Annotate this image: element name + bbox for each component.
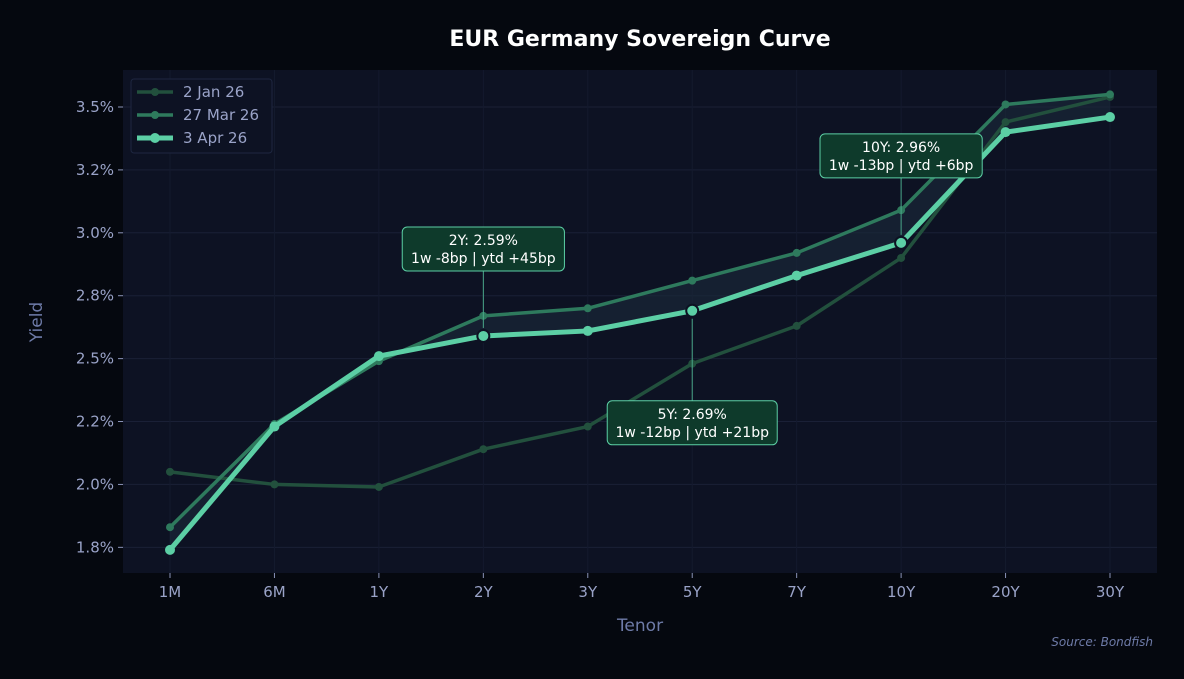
x-tick-label: 5Y: [683, 583, 703, 601]
annotation-value: 2Y: 2.59%: [449, 233, 518, 249]
annotation-value: 5Y: 2.69%: [658, 407, 727, 423]
data-point: [1106, 90, 1114, 99]
data-point: [791, 270, 802, 281]
x-tick-label: 7Y: [787, 583, 807, 601]
highlight-point: [685, 303, 700, 318]
highlight-point: [894, 235, 909, 250]
data-point: [583, 422, 592, 431]
annotation-value: 10Y: 2.96%: [862, 140, 940, 156]
legend-label: 3 Apr 26: [183, 129, 247, 147]
y-tick-label: 2.0%: [76, 475, 114, 493]
annotation-2Y: 2Y: 2.59% 1w -8bp | ytd +45bp: [401, 226, 565, 343]
x-tick-label: 2Y: [474, 583, 494, 601]
data-point: [479, 445, 488, 454]
data-point: [897, 253, 906, 262]
legend-marker: [151, 111, 159, 119]
annotation-changes: 1w -12bp | ytd +21bp: [615, 425, 769, 441]
x-tick-label: 10Y: [887, 583, 916, 601]
series-line: [168, 114, 1111, 552]
data-point: [1001, 100, 1010, 109]
chart-title: EUR Germany Sovereign Curve: [449, 27, 830, 52]
x-axis-label: Tenor: [616, 616, 663, 636]
data-point: [374, 482, 383, 491]
highlight-point: [476, 328, 491, 343]
data-point: [269, 421, 280, 432]
y-tick-label: 2.2%: [76, 413, 114, 431]
data-point: [1001, 118, 1010, 127]
y-tick-label: 3.0%: [76, 224, 114, 242]
annotation-changes: 1w -13bp | ytd +6bp: [829, 158, 974, 174]
y-tick-label: 2.5%: [76, 350, 114, 368]
y-tick-label: 2.8%: [76, 287, 114, 305]
x-tick-label: 20Y: [991, 583, 1020, 601]
data-point: [166, 523, 174, 532]
y-tick-label: 3.2%: [76, 161, 114, 179]
y-axis-label: Yield: [27, 302, 47, 343]
source-note: Source: Bondfish: [1051, 635, 1153, 649]
x-tick-label: 3Y: [578, 583, 598, 601]
x-tick-label: 1Y: [370, 583, 390, 601]
data-point: [1105, 112, 1115, 123]
legend-marker: [151, 88, 159, 96]
annotation-box: [401, 226, 565, 272]
annotation-5Y: 5Y: 2.69% 1w -12bp | ytd +21bp: [606, 303, 778, 446]
annotation-changes: 1w -8bp | ytd +45bp: [411, 251, 556, 267]
y-tick-label: 3.5%: [76, 98, 114, 116]
data-point: [688, 276, 697, 285]
annotation-box: [606, 400, 778, 446]
data-point: [165, 544, 175, 555]
data-point: [583, 304, 592, 313]
x-tick-label: 30Y: [1096, 583, 1125, 601]
legend-marker: [150, 133, 160, 143]
data-point: [1000, 127, 1011, 138]
y-tick-label: 1.8%: [76, 538, 114, 556]
legend-box: [130, 78, 273, 154]
data-point: [166, 467, 174, 476]
data-point: [792, 248, 801, 257]
x-tick-label: 1M: [159, 583, 182, 601]
data-point: [270, 480, 279, 489]
legend-label: 27 Mar 26: [183, 106, 259, 124]
annotation-box: [819, 133, 983, 179]
data-point: [373, 351, 384, 362]
legend-label: 2 Jan 26: [183, 83, 244, 101]
legend: 2 Jan 26 27 Mar 26 3 Apr 26: [130, 78, 273, 154]
data-point: [582, 325, 593, 336]
x-tick-label: 6M: [263, 583, 286, 601]
annotation-10Y: 10Y: 2.96% 1w -13bp | ytd +6bp: [819, 133, 983, 250]
data-point: [792, 321, 801, 330]
